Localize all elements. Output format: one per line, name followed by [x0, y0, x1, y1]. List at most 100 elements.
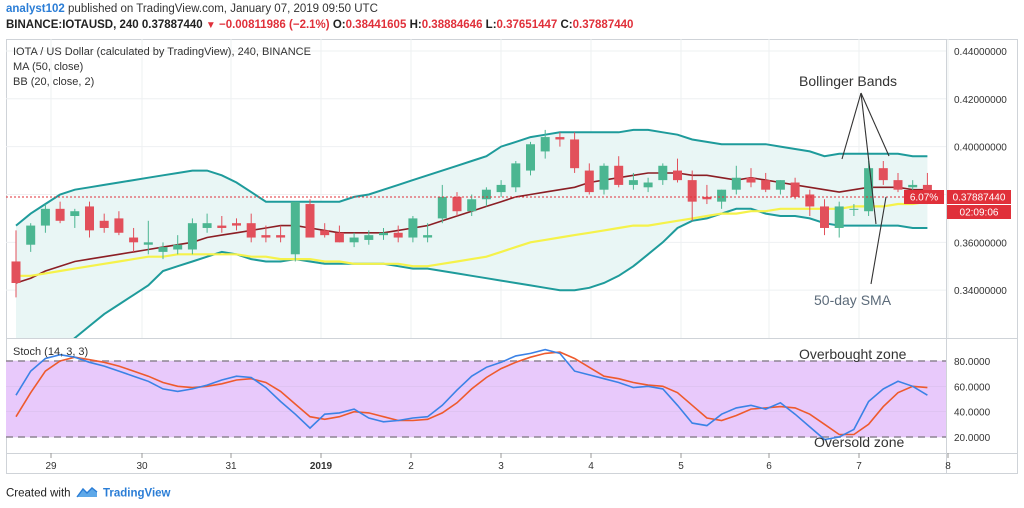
candle-body — [349, 237, 359, 243]
stoch-y-tick-label: 20.0000 — [954, 433, 991, 444]
bollinger-fill — [16, 129, 928, 338]
high-value: 0.38884646 — [421, 19, 483, 31]
stoch-y-tick-label: 40.0000 — [954, 408, 991, 419]
candle-body — [878, 168, 888, 181]
x-tick-label: 29 — [45, 461, 57, 472]
close-value: 0.37887440 — [572, 19, 634, 31]
candle-body — [834, 206, 844, 228]
stoch-y-tick-label: 60.0000 — [954, 382, 991, 393]
candle-body — [540, 137, 550, 152]
x-tick-label: 4 — [588, 461, 594, 472]
candle-body — [305, 204, 315, 238]
candle-body — [614, 165, 624, 185]
candle-body — [702, 196, 712, 200]
x-tick-label: 2 — [408, 461, 414, 472]
main-y-tick-label: 0.44000000 — [954, 47, 1007, 58]
symbol-label: BINANCE:IOTAUSD, 240 — [6, 19, 139, 31]
candle-body — [599, 165, 609, 190]
candle-body — [481, 189, 491, 200]
x-tick-label: 2019 — [310, 461, 333, 472]
candle-body — [173, 244, 183, 250]
tradingview-logo-icon[interactable] — [76, 486, 98, 501]
tradingview-brand[interactable]: TradingView — [102, 487, 171, 500]
candle-body — [202, 223, 212, 228]
candle-body — [26, 225, 36, 245]
bollinger-lower-band — [73, 207, 928, 338]
chart-frame[interactable]: 0.340000000.360000000.380000000.40000000… — [6, 39, 1024, 475]
candle-body — [452, 196, 462, 212]
candle-body — [408, 218, 418, 238]
candle-body — [85, 206, 94, 231]
candle-body — [393, 232, 403, 238]
price-badge-text: 0.37887440 — [953, 193, 1006, 204]
candle-body — [40, 208, 50, 226]
candle-body — [99, 220, 109, 228]
candle-body — [320, 230, 330, 236]
ma-legend: MA (50, close) — [13, 61, 83, 73]
candle-body — [790, 182, 800, 197]
candle-body — [496, 184, 506, 193]
ohlc-line: BINANCE:IOTAUSD, 240 0.37887440 ▼ −0.008… — [6, 19, 633, 31]
candle-body — [628, 180, 638, 185]
oversold-annotation: Oversold zone — [814, 434, 904, 450]
main-y-tick-label: 0.36000000 — [954, 238, 1007, 249]
chart-title: IOTA / US Dollar (calculated by TradingV… — [13, 46, 311, 58]
x-tick-label: 30 — [136, 461, 148, 472]
candle-body — [761, 180, 771, 190]
published-line: analyst102 published on TradingView.com,… — [6, 3, 378, 15]
candle-body — [334, 232, 344, 243]
candle-body — [290, 201, 300, 255]
bb-legend: BB (20, close, 2) — [13, 76, 94, 88]
candle-body — [261, 235, 271, 238]
candle-body — [423, 235, 433, 238]
stoch-d-line — [15, 351, 928, 436]
chart-svg[interactable]: 0.340000000.360000000.380000000.40000000… — [6, 39, 1024, 475]
footer: Created with TradingView — [6, 486, 171, 501]
ma50-line — [16, 200, 928, 277]
candle-body — [908, 184, 918, 188]
high-label: H: — [409, 19, 422, 31]
x-ticks: 29 30 31 2019 2 3 4 5 6 7 8 — [45, 453, 951, 472]
stoch-y-tick-label: 80.0000 — [954, 357, 991, 368]
candle-body — [364, 235, 374, 240]
open-label: O: — [332, 19, 346, 31]
bollinger-pointers — [841, 92, 890, 225]
candle-body — [746, 177, 756, 183]
candle-body — [143, 242, 153, 245]
main-y-tick-label: 0.42000000 — [954, 95, 1007, 106]
candle-body — [114, 218, 124, 233]
candle-body — [11, 261, 21, 283]
candle-body — [379, 232, 388, 236]
candle-body — [55, 208, 65, 221]
candle-body — [687, 180, 697, 202]
candle-body — [217, 225, 227, 228]
candle-body — [658, 165, 668, 181]
candle-body — [893, 180, 903, 190]
candle-body — [526, 144, 535, 171]
candles-group — [11, 129, 932, 298]
candle-body — [775, 180, 785, 190]
countdown-badge: 02:09:06 — [947, 205, 1011, 219]
candle-body — [511, 163, 521, 188]
overbought-annotation: Overbought zone — [799, 346, 907, 362]
published-text: published on TradingView.com, January 07… — [68, 3, 378, 15]
stoch-band-fill — [6, 361, 946, 437]
low-label: L: — [485, 19, 497, 31]
candle-body — [158, 247, 168, 252]
x-tick-label: 31 — [225, 461, 237, 472]
bollinger-upper-band — [15, 128, 928, 227]
candle-body — [584, 170, 594, 193]
x-tick-label: 5 — [678, 461, 684, 472]
candle-body — [864, 168, 874, 212]
candle-body — [849, 208, 859, 210]
candle-body — [673, 170, 682, 181]
x-tick-label: 7 — [856, 461, 862, 472]
candle-body — [246, 223, 256, 238]
candle-body — [570, 139, 580, 169]
bollinger-annotation: Bollinger Bands — [799, 73, 897, 89]
author-link[interactable]: analyst102 — [6, 3, 65, 15]
x-tick-label: 6 — [766, 461, 772, 472]
sma-pointer — [870, 196, 887, 285]
candle-body — [820, 206, 829, 228]
candle-body — [555, 137, 565, 140]
